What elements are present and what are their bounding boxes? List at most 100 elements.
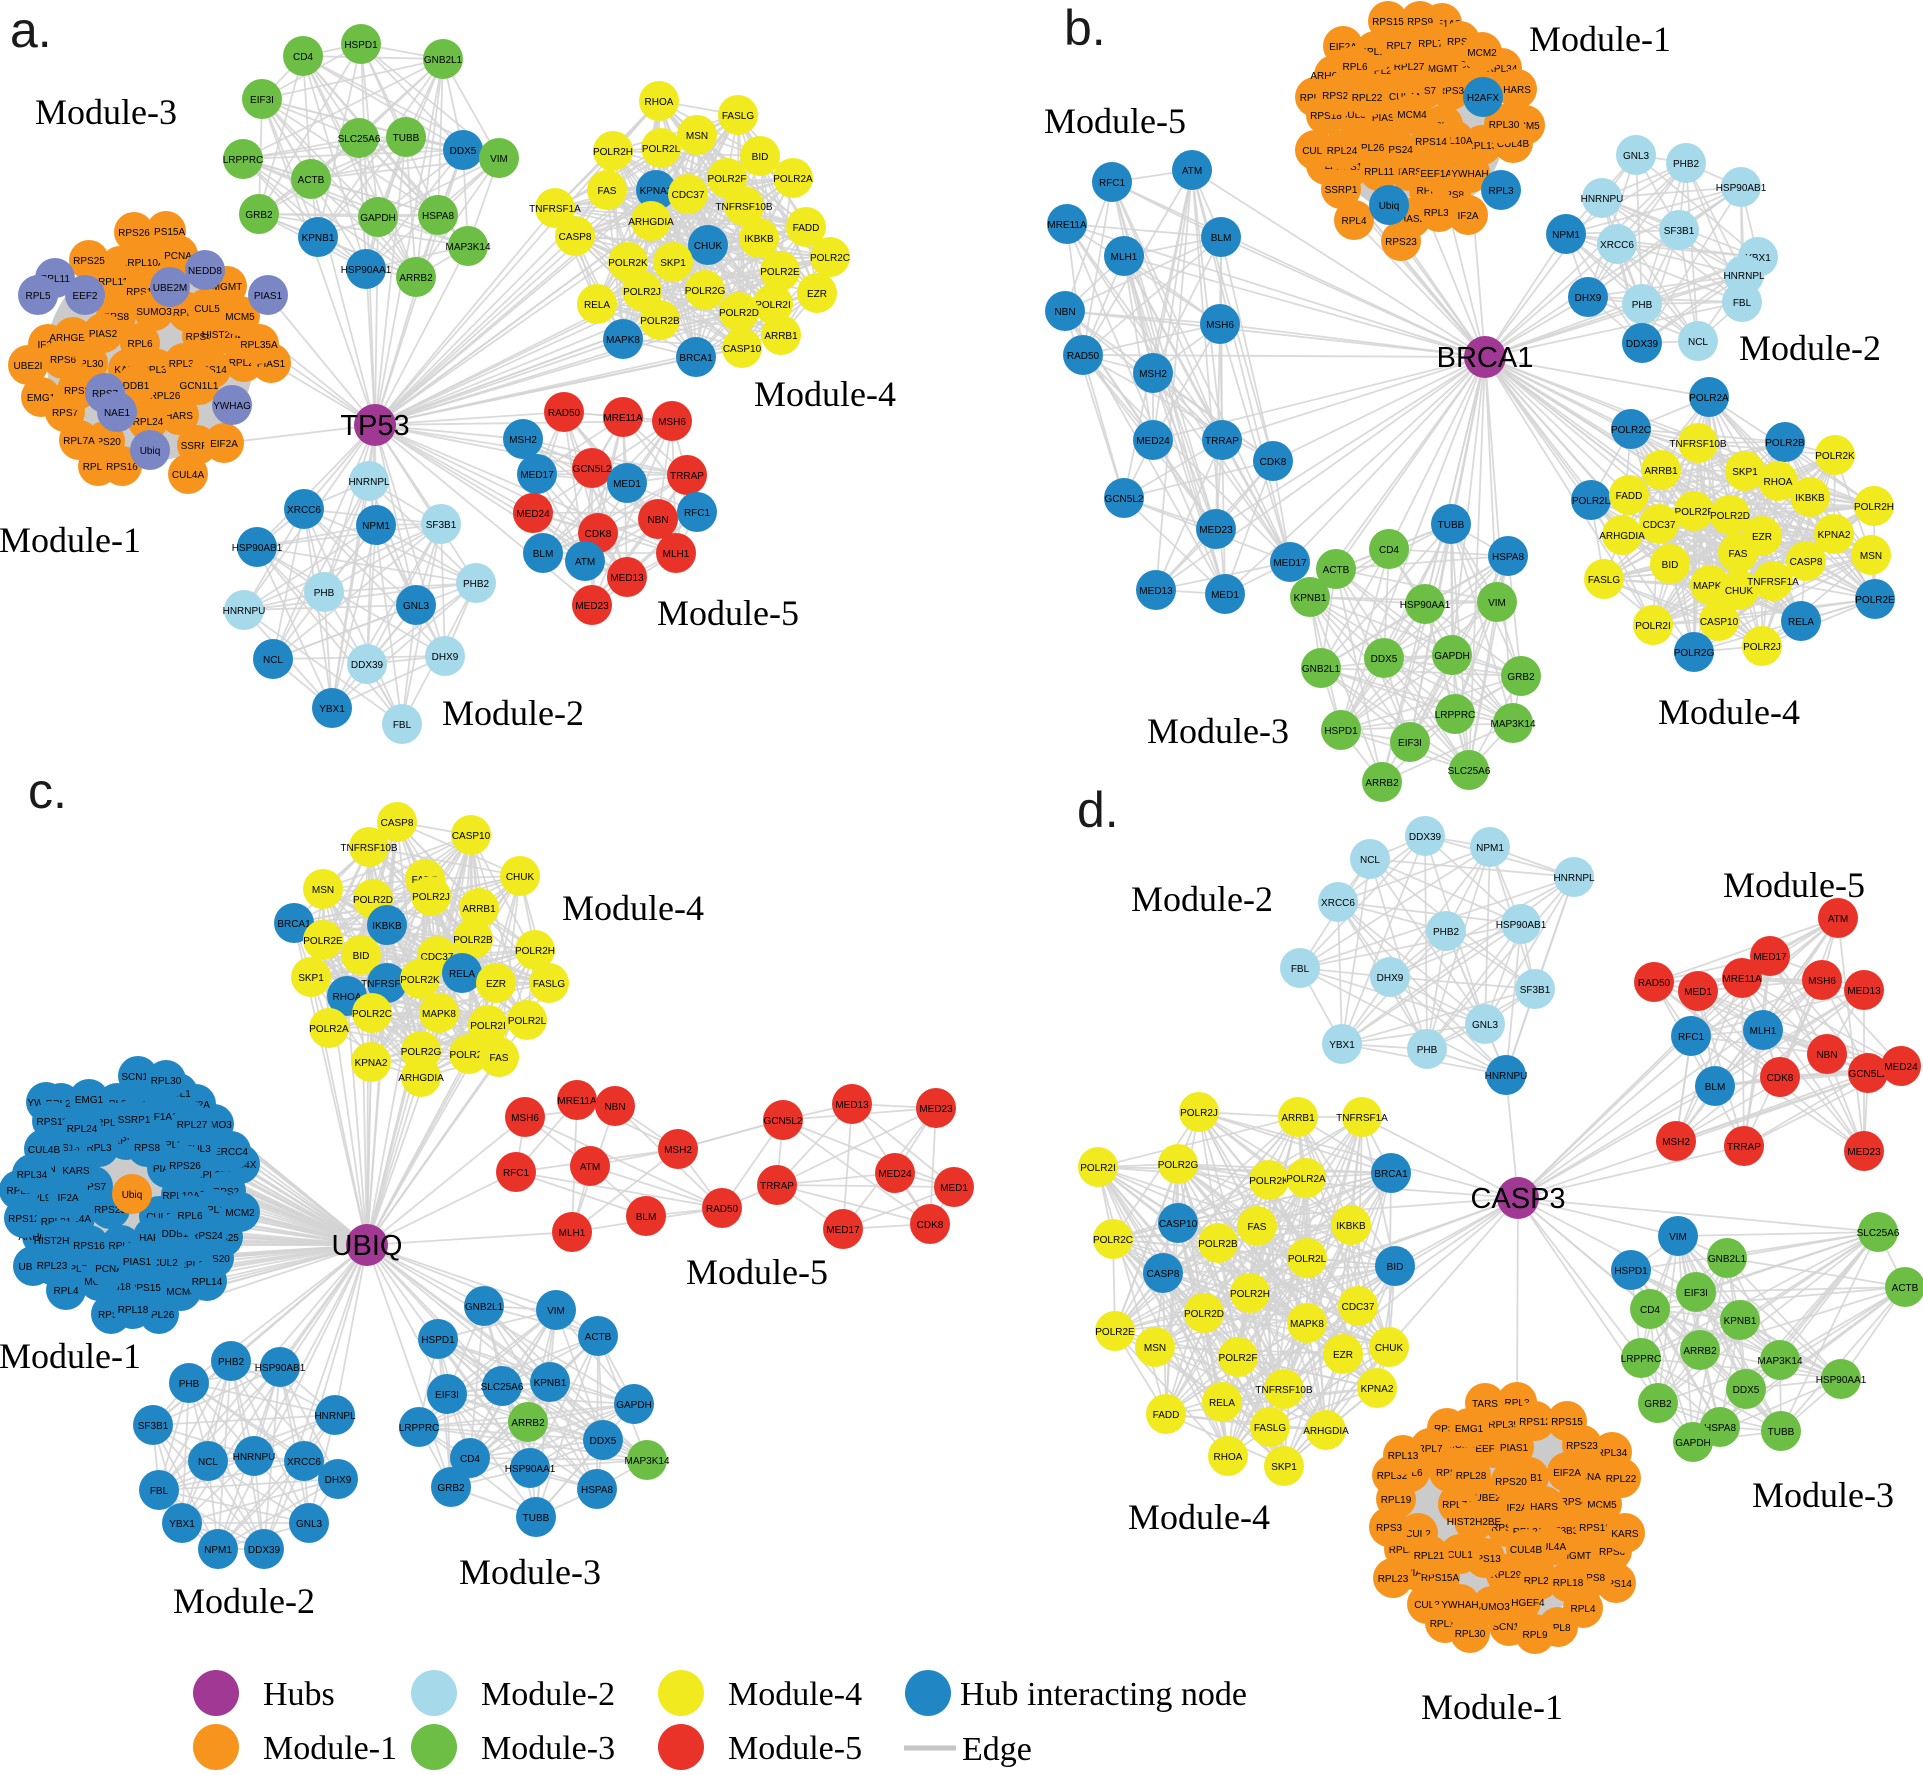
svg-text:RPL19: RPL19 xyxy=(179,1260,210,1271)
svg-text:UBE2I: UBE2I xyxy=(14,361,43,372)
svg-text:RPS25: RPS25 xyxy=(73,256,105,267)
svg-text:RELA: RELA xyxy=(584,300,610,311)
svg-text:Module-2: Module-2 xyxy=(1131,879,1273,919)
svg-text:NCL: NCL xyxy=(1688,337,1708,348)
svg-text:POLR2J: POLR2J xyxy=(1743,642,1781,653)
svg-text:TARS: TARS xyxy=(1472,1399,1498,1410)
svg-text:RPS26: RPS26 xyxy=(169,1161,201,1172)
svg-text:RPL9: RPL9 xyxy=(1522,1630,1547,1641)
svg-text:GCN1L1: GCN1L1 xyxy=(34,1164,73,1175)
svg-text:POLR2I: POLR2I xyxy=(1080,1163,1116,1174)
svg-text:EEF2: EEF2 xyxy=(72,291,97,302)
svg-text:RPS4X: RPS4X xyxy=(1561,1497,1594,1508)
svg-text:GCN5L2: GCN5L2 xyxy=(573,464,612,475)
svg-text:Ubiq: Ubiq xyxy=(122,1190,143,1201)
svg-text:IKBKB: IKBKB xyxy=(744,234,774,245)
svg-text:RPL7: RPL7 xyxy=(1386,41,1411,52)
svg-text:NBN: NBN xyxy=(604,1102,625,1113)
svg-text:RPL6: RPL6 xyxy=(177,1211,202,1222)
svg-text:POLR2F: POLR2F xyxy=(1219,1353,1258,1364)
svg-text:RPL34: RPL34 xyxy=(1597,1448,1628,1459)
svg-text:RPL30: RPL30 xyxy=(1489,120,1520,131)
svg-text:RPL26: RPL26 xyxy=(150,391,181,402)
svg-text:RPS15: RPS15 xyxy=(129,1283,161,1294)
svg-text:SKP1: SKP1 xyxy=(660,258,686,269)
svg-text:XRCC6: XRCC6 xyxy=(1321,898,1355,909)
svg-text:Module-2: Module-2 xyxy=(481,1676,615,1713)
svg-text:NCL: NCL xyxy=(198,1457,218,1468)
svg-text:RPL7A: RPL7A xyxy=(62,1264,94,1275)
svg-text:MED13: MED13 xyxy=(835,1100,869,1111)
svg-text:MSH2: MSH2 xyxy=(509,435,537,446)
svg-text:ACTB: ACTB xyxy=(585,1332,612,1343)
svg-text:RPS8: RPS8 xyxy=(134,1143,161,1154)
svg-text:GNL3: GNL3 xyxy=(1472,1020,1499,1031)
svg-text:SUMO3: SUMO3 xyxy=(1474,1602,1510,1613)
svg-text:UBE2I: UBE2I xyxy=(1475,1493,1504,1504)
svg-text:DDX5: DDX5 xyxy=(450,146,477,157)
svg-text:MAP3K14: MAP3K14 xyxy=(445,242,490,253)
svg-text:BRCA1: BRCA1 xyxy=(1374,1169,1408,1180)
svg-text:GNB2L1: GNB2L1 xyxy=(465,1302,504,1313)
svg-text:RPS18: RPS18 xyxy=(126,287,158,298)
svg-text:POLR2F: POLR2F xyxy=(450,1050,489,1061)
svg-text:HNRNPL: HNRNPL xyxy=(1553,873,1595,884)
svg-text:MCM4: MCM4 xyxy=(166,1287,196,1298)
svg-text:RPL4: RPL4 xyxy=(1570,1604,1595,1615)
svg-text:EIF3I: EIF3I xyxy=(1398,738,1422,749)
svg-text:MED1: MED1 xyxy=(1211,590,1239,601)
svg-text:RPL11: RPL11 xyxy=(40,274,70,285)
svg-text:PIAS2: PIAS2 xyxy=(1397,214,1426,225)
svg-text:RPL30: RPL30 xyxy=(73,359,104,370)
svg-text:CD4: CD4 xyxy=(1379,545,1399,556)
svg-text:MED24: MED24 xyxy=(1136,436,1170,447)
svg-text:CD4: CD4 xyxy=(460,1454,480,1465)
svg-text:HIST2H2BE: HIST2H2BE xyxy=(1447,1517,1502,1528)
svg-text:MAPK8: MAPK8 xyxy=(606,335,640,346)
svg-text:CASP10: CASP10 xyxy=(1159,1219,1198,1230)
svg-text:MLH1: MLH1 xyxy=(663,549,690,560)
svg-text:GRB2: GRB2 xyxy=(245,210,273,221)
svg-text:HARS: HARS xyxy=(1530,1502,1558,1513)
svg-text:POLR2A: POLR2A xyxy=(309,1024,349,1035)
svg-text:YWHAH: YWHAH xyxy=(1451,169,1488,180)
svg-text:PCNA: PCNA xyxy=(95,1264,123,1275)
svg-text:POLR2B: POLR2B xyxy=(1765,438,1805,449)
svg-text:MAP3K14: MAP3K14 xyxy=(624,1456,669,1467)
svg-text:RPL30: RPL30 xyxy=(1455,1629,1486,1640)
svg-text:POLR2G: POLR2G xyxy=(685,286,726,297)
svg-text:SSRP1: SSRP1 xyxy=(181,441,214,452)
svg-text:POLR2E: POLR2E xyxy=(303,936,343,947)
svg-text:SKP1: SKP1 xyxy=(298,973,324,984)
svg-text:PIAS1: PIAS1 xyxy=(254,291,283,302)
svg-text:Module-5: Module-5 xyxy=(686,1252,828,1292)
svg-text:MED1: MED1 xyxy=(1684,987,1712,998)
svg-text:MGMT: MGMT xyxy=(1428,64,1459,75)
svg-text:MSH2: MSH2 xyxy=(1662,1137,1690,1148)
svg-text:RPL26: RPL26 xyxy=(144,1310,175,1321)
svg-text:GCN5L2: GCN5L2 xyxy=(764,1116,803,1127)
svg-text:POLR2J: POLR2J xyxy=(1180,1108,1218,1119)
svg-text:FADD: FADD xyxy=(1616,491,1643,502)
svg-text:RPS15: RPS15 xyxy=(1372,17,1404,28)
svg-text:POLR2D: POLR2D xyxy=(353,895,393,906)
svg-text:CHUK: CHUK xyxy=(1725,586,1754,597)
svg-text:SLC25A6: SLC25A6 xyxy=(338,134,381,145)
svg-text:PIAS1: PIAS1 xyxy=(123,1257,152,1268)
svg-text:HSP90AB1: HSP90AB1 xyxy=(1496,920,1547,931)
svg-text:TNFRSF10B: TNFRSF10B xyxy=(1255,1385,1313,1396)
svg-text:Hub interacting node: Hub interacting node xyxy=(960,1676,1247,1713)
svg-text:RELA: RELA xyxy=(1788,617,1814,628)
svg-text:DHX9: DHX9 xyxy=(325,1475,352,1486)
svg-text:b.: b. xyxy=(1064,0,1106,56)
svg-text:FAS: FAS xyxy=(1248,1222,1267,1233)
svg-text:POLR2H: POLR2H xyxy=(1230,1289,1270,1300)
svg-text:RELA: RELA xyxy=(449,969,475,980)
svg-text:RPL3: RPL3 xyxy=(86,1143,111,1154)
svg-text:RPS24: RPS24 xyxy=(191,1231,223,1242)
svg-text:FADD: FADD xyxy=(793,223,820,234)
svg-text:ARRB1: ARRB1 xyxy=(462,904,496,915)
svg-text:RPS7: RPS7 xyxy=(92,389,119,400)
svg-text:RPL9: RPL9 xyxy=(25,1193,50,1204)
svg-text:CDK8: CDK8 xyxy=(1767,1073,1794,1084)
